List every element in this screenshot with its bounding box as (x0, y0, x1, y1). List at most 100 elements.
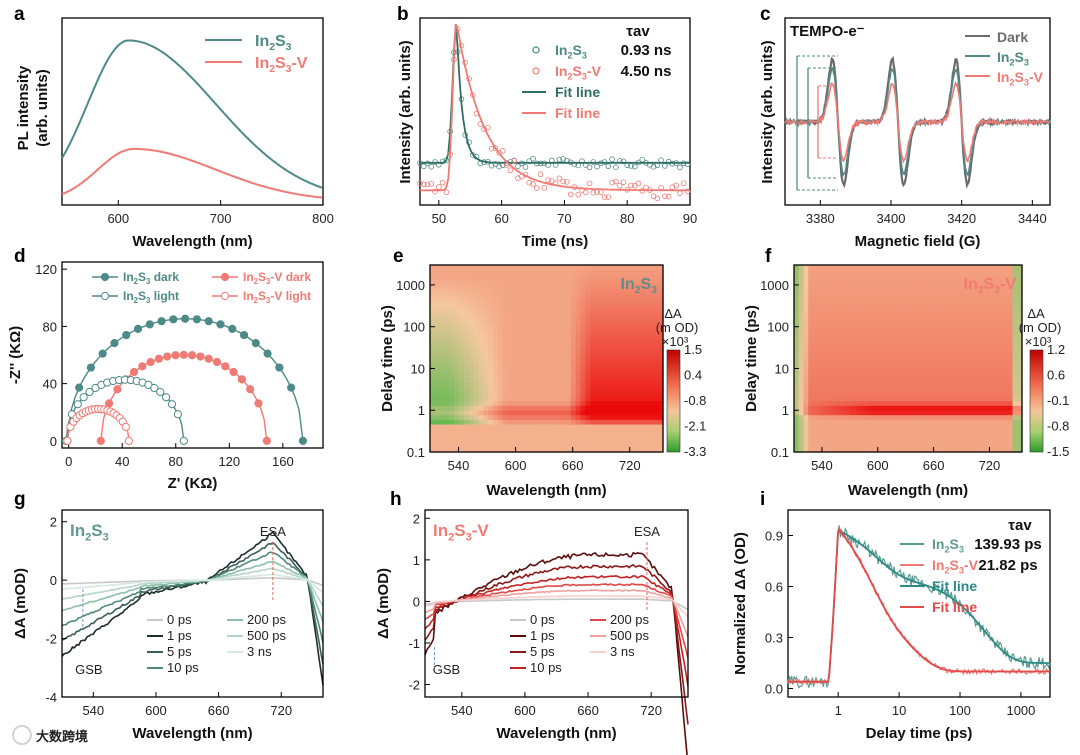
heatmap-cell (522, 344, 528, 350)
heatmap-cell (512, 288, 518, 294)
heatmap-cell (619, 339, 625, 346)
heatmap-cell (473, 400, 480, 406)
heatmap-cell (585, 372, 591, 378)
heatmap-cell (827, 288, 833, 294)
heatmap-cell (653, 400, 659, 406)
heatmap-cell (912, 437, 919, 444)
heatmap-cell (497, 339, 504, 346)
heatmap-cell (808, 316, 814, 322)
heatmap-cell (870, 447, 876, 453)
heatmap-cell (536, 363, 543, 369)
heatmap-cell (1017, 358, 1023, 364)
heatmap-cell (974, 414, 980, 420)
heatmap-cell (870, 279, 876, 285)
heatmap-cell (974, 423, 980, 430)
heatmap-cell (865, 307, 871, 313)
heatmap-cell (941, 344, 947, 350)
heatmap-cell (903, 447, 909, 453)
heatmap-cell (488, 428, 494, 434)
heatmap-cell (955, 372, 961, 378)
heatmap-cell (459, 269, 465, 275)
heatmap-cell (619, 391, 625, 397)
heatmap-cell (969, 414, 976, 420)
heatmap-cell (517, 265, 523, 271)
heatmap-cell (561, 302, 567, 308)
heatmap-cell (832, 335, 838, 341)
x-axis-label: Wavelength (nm) (496, 725, 616, 742)
heatmap-cell (648, 265, 654, 271)
heatmap-cell (870, 297, 876, 303)
heatmap-cell (536, 283, 543, 289)
heatmap-cell (827, 339, 833, 346)
heatmap-cell (946, 288, 952, 294)
heatmap-cell (874, 316, 881, 322)
heatmap-cell (522, 349, 528, 355)
heatmap-cell (950, 442, 957, 448)
data-point (192, 315, 202, 324)
heatmap-cell (459, 437, 465, 444)
heatmap-cell (541, 316, 548, 322)
heatmap-cell (960, 367, 966, 374)
heatmap-cell (1007, 302, 1014, 308)
heatmap-cell (439, 321, 446, 327)
tick-label: 10 (411, 361, 425, 376)
heatmap-cell (653, 386, 659, 392)
heatmap-cell (565, 391, 572, 397)
heatmap-cell (879, 386, 885, 392)
heatmap-cell (865, 400, 871, 406)
heatmap-cell (808, 311, 814, 318)
heatmap-cell (439, 363, 446, 369)
heatmap-cell (434, 400, 441, 406)
heatmap-cell (434, 381, 441, 388)
heatmap-cell (483, 433, 489, 439)
heatmap-cell (803, 372, 809, 378)
tick-label: -4 (45, 690, 57, 705)
heatmap-cell (927, 274, 933, 280)
heatmap-cell (430, 283, 436, 289)
heatmap-cell (946, 307, 952, 313)
heatmap-cell (624, 428, 630, 434)
heatmap-cell (908, 279, 914, 285)
heatmap-cell (522, 381, 528, 388)
heatmap-cell (483, 437, 489, 444)
heatmap-cell (619, 353, 625, 360)
heatmap-cell (614, 358, 620, 364)
heatmap-cell (893, 442, 900, 448)
heatmap-cell (638, 363, 645, 369)
x-axis-label: Wavelength (nm) (848, 482, 968, 499)
heatmap-cell (960, 377, 966, 383)
heatmap-cell (984, 423, 990, 430)
legend-label: Fit line (555, 84, 600, 100)
heatmap-cell (483, 293, 489, 299)
heatmap-cell (860, 302, 866, 308)
tick-label: -2 (45, 632, 57, 647)
heatmap-cell (638, 279, 645, 285)
heatmap-cell (609, 381, 616, 388)
heatmap-cell (580, 283, 586, 289)
heatmap-cell (993, 447, 999, 453)
heatmap-cell (832, 353, 838, 360)
heatmap-cell (950, 405, 957, 411)
heatmap-cell (454, 269, 460, 275)
heatmap-cell (551, 288, 557, 294)
heatmap-cell (1007, 381, 1014, 388)
heatmap-cell (855, 311, 862, 318)
heatmap-cell (969, 353, 976, 360)
heatmap-cell (570, 433, 577, 439)
heatmap-cell (874, 405, 881, 411)
heatmap-cell (979, 344, 985, 350)
heatmap-cell (1012, 297, 1018, 303)
heatmap-cell (851, 442, 857, 448)
heatmap-cell (454, 311, 460, 318)
heatmap-cell (1003, 372, 1009, 378)
legend-label: 10 ps (167, 660, 199, 675)
data-point (613, 178, 619, 185)
heatmap-cell (439, 274, 446, 280)
heatmap-cell (969, 447, 976, 453)
heatmap-cell (898, 395, 904, 402)
heatmap-cell (531, 297, 538, 303)
heatmap-cell (979, 414, 985, 420)
heatmap-cell (903, 367, 909, 374)
heatmap-cell (556, 428, 562, 434)
heatmap-cell (798, 316, 805, 322)
